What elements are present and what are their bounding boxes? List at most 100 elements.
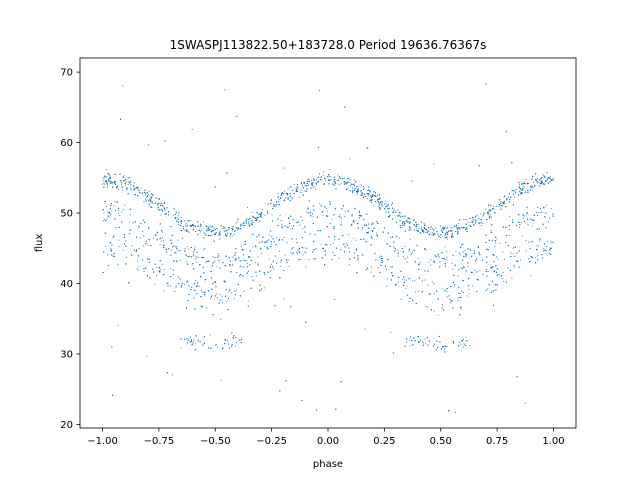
data-point — [109, 178, 111, 180]
data-point — [104, 183, 106, 185]
data-point — [106, 218, 108, 220]
data-point — [300, 189, 302, 191]
data-point — [457, 297, 459, 299]
data-point — [429, 228, 431, 230]
data-point — [188, 248, 190, 250]
data-point — [506, 199, 508, 201]
data-point — [472, 272, 474, 274]
data-point — [288, 259, 290, 261]
data-point — [160, 268, 162, 270]
data-point — [113, 235, 115, 237]
data-point — [519, 190, 521, 192]
data-point — [319, 202, 321, 205]
data-point — [375, 200, 377, 203]
data-point — [467, 266, 469, 268]
data-point — [348, 234, 350, 236]
data-point — [315, 258, 317, 260]
data-point — [411, 251, 413, 253]
data-point — [498, 205, 500, 207]
data-point — [402, 256, 404, 258]
data-point — [307, 178, 309, 181]
data-point — [390, 331, 392, 333]
data-point — [487, 288, 489, 290]
data-point — [537, 212, 539, 214]
data-point — [302, 227, 304, 229]
data-point — [420, 228, 422, 230]
data-point — [353, 184, 356, 187]
data-point — [290, 186, 292, 188]
data-point — [419, 261, 421, 263]
data-point — [502, 271, 504, 273]
data-point — [204, 292, 206, 294]
data-point — [525, 213, 528, 215]
data-point — [187, 339, 189, 341]
data-point — [348, 264, 350, 266]
data-point — [428, 262, 430, 264]
data-point — [118, 239, 120, 241]
data-point — [519, 226, 521, 228]
data-point — [518, 183, 521, 185]
data-point — [509, 234, 511, 236]
data-point — [460, 308, 462, 310]
data-point — [263, 287, 265, 289]
data-point — [114, 201, 116, 203]
data-point — [138, 265, 140, 267]
data-point — [236, 272, 238, 274]
data-point — [430, 259, 432, 261]
data-point — [246, 262, 248, 264]
data-point — [235, 345, 237, 347]
data-point — [290, 252, 292, 254]
data-point — [163, 269, 165, 271]
data-point — [462, 243, 464, 245]
data-point — [170, 285, 172, 287]
data-point — [229, 236, 231, 238]
data-point — [435, 349, 437, 351]
data-point — [283, 298, 285, 300]
data-point — [125, 240, 127, 242]
data-point — [458, 292, 460, 294]
data-point — [245, 220, 248, 222]
data-point — [432, 228, 434, 230]
data-point — [540, 177, 542, 179]
data-point — [423, 222, 425, 224]
data-point — [212, 230, 215, 232]
data-point — [404, 245, 406, 247]
data-point — [399, 227, 401, 229]
data-point — [360, 184, 362, 186]
data-point — [187, 255, 189, 257]
data-point — [523, 186, 525, 188]
data-point — [129, 214, 131, 216]
data-point — [211, 229, 214, 231]
data-point — [349, 185, 351, 187]
data-point — [427, 306, 429, 308]
data-point — [255, 246, 257, 248]
data-point — [428, 341, 430, 343]
data-point — [126, 257, 128, 259]
data-point — [286, 242, 288, 244]
data-point — [118, 188, 120, 191]
data-point — [427, 284, 429, 286]
data-point — [531, 189, 533, 191]
data-point — [322, 174, 324, 176]
data-point — [468, 288, 470, 290]
data-point — [226, 339, 228, 341]
data-point — [306, 247, 308, 249]
data-point — [113, 205, 115, 207]
data-point — [545, 204, 547, 206]
data-point — [320, 243, 322, 245]
data-point — [203, 232, 205, 234]
data-point — [103, 212, 105, 214]
data-point — [541, 177, 543, 179]
data-point — [221, 302, 223, 304]
data-point — [216, 297, 219, 299]
data-point — [550, 240, 552, 242]
data-point — [308, 259, 310, 261]
data-point — [259, 216, 261, 218]
data-point — [375, 232, 377, 234]
data-point — [408, 220, 410, 223]
data-point — [218, 231, 220, 233]
data-point — [257, 256, 259, 258]
data-point — [197, 230, 199, 232]
